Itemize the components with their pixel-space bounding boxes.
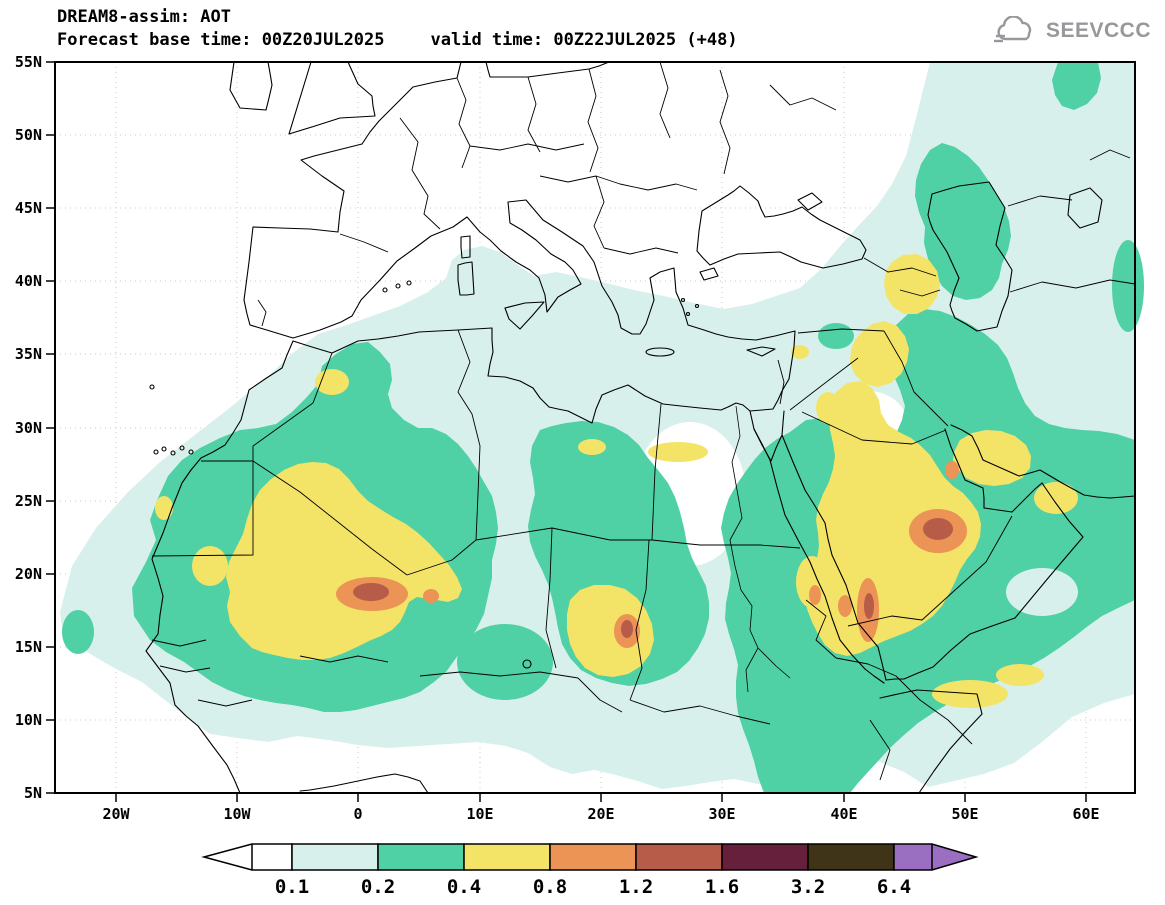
legend-label: 0.2 [361, 876, 395, 898]
lat-ticks [46, 61, 55, 794]
island-sardinia [457, 261, 475, 296]
legend-label: 0.1 [275, 876, 309, 898]
logo-text: SEEVCCC [1045, 19, 1151, 42]
legend-swatch-1.2 [635, 843, 723, 871]
coast-arabia-south-oman [885, 482, 1084, 681]
lon-tick-label: 0 [353, 805, 362, 823]
lon-tick-label: 30E [708, 805, 735, 823]
lon-tick-label: 10W [223, 805, 251, 823]
coast-horn-of-africa [879, 689, 983, 794]
borders-mideast [777, 149, 1136, 627]
coastlines [145, 61, 1136, 794]
island-crete [645, 347, 675, 357]
aot-shading [60, 62, 1144, 793]
legend-swatch-3.2 [807, 843, 895, 871]
lat-tick-label: 50N [15, 126, 42, 144]
coast-sinai-arabia-west [749, 410, 887, 681]
aot-color-scale-labels: 0.1 0.2 0.4 0.8 1.2 1.6 3.2 6.4 [275, 876, 911, 898]
lat-tick-label: 20N [15, 565, 42, 583]
coast-gulf-of-guinea [299, 773, 429, 794]
legend-swatch-1.6 [721, 843, 809, 871]
lat-tick-label: 35N [15, 345, 42, 363]
borders-europe [257, 61, 837, 327]
lat-tick-label: 5N [24, 784, 42, 802]
legend-label: 0.4 [447, 876, 481, 898]
lat-tick-labels: 55N 50N 45N 40N 35N 30N 25N 20N 15N 10N … [15, 53, 42, 802]
island-cyprus [746, 346, 776, 357]
cloud-icon [993, 16, 1032, 43]
lat-tick-label: 45N [15, 199, 42, 217]
coast-north-sea [361, 61, 462, 145]
coast-azov [797, 192, 823, 211]
chart-header: DREAM8-assim: AOT Forecast base time: 00… [57, 6, 738, 52]
legend-swatch-0.4 [463, 843, 551, 871]
lat-tick-label: 15N [15, 638, 42, 656]
lon-tick-label: 20W [102, 805, 130, 823]
river-nile [729, 405, 791, 693]
lon-tick-label: 60E [1072, 805, 1099, 823]
legend-swatch-0.8 [549, 843, 637, 871]
legend-label: 1.2 [619, 876, 653, 898]
lat-tick-label: 30N [15, 419, 42, 437]
legend-label: 1.6 [705, 876, 739, 898]
aot-level-0.4-region [155, 254, 1078, 708]
coast-europe-africa [145, 143, 796, 794]
aot-color-scale [201, 843, 979, 871]
islands-small [149, 280, 700, 669]
lat-tick-label: 10N [15, 711, 42, 729]
lon-tick-label: 10E [466, 805, 493, 823]
lat-tick-label: 55N [15, 53, 42, 71]
coast-caspian [927, 181, 1013, 332]
country-borders [151, 61, 1136, 781]
legend-swatch-0.1 [291, 843, 379, 871]
coast-ireland [229, 61, 273, 111]
page-title: DREAM8-assim: AOT [57, 7, 231, 27]
map-frame [46, 61, 1136, 802]
coast-persian-gulf-south [944, 428, 1043, 513]
seevccc-logo: SEEVCCC [992, 16, 1151, 46]
legend-swatch-0.2 [377, 843, 465, 871]
coast-england [288, 61, 376, 135]
lon-ticks [115, 793, 1087, 802]
lon-tick-label: 20E [587, 805, 614, 823]
legend-label: 6.4 [877, 876, 911, 898]
coast-marmara [699, 267, 719, 281]
coast-red-sea-west [753, 428, 885, 684]
borders-africa [151, 329, 973, 781]
lon-tick-labels: 20W 10W 0 10E 20E 30E 40E 50E 60E [102, 805, 1099, 823]
island-sicily [504, 301, 545, 330]
island-corsica [460, 235, 471, 259]
lat-tick-label: 40N [15, 272, 42, 290]
legend-label: 0.8 [533, 876, 567, 898]
aot-level-1.2-region [353, 518, 953, 638]
lon-tick-label: 50E [951, 805, 978, 823]
legend-arrow-above-max [893, 843, 979, 871]
valid-time: valid time: 00Z22JUL2025 (+48) [430, 30, 738, 50]
legend-label: 3.2 [791, 876, 825, 898]
coast-aral [1067, 187, 1103, 229]
lon-tick-label: 40E [830, 805, 857, 823]
lat-tick-label: 25N [15, 492, 42, 510]
forecast-base-time: Forecast base time: 00Z20JUL2025 [57, 30, 385, 50]
coast-black-sea [696, 185, 867, 269]
aot-cyan-hole-oman [1006, 568, 1078, 616]
coast-persian-gulf-north [950, 424, 1136, 499]
